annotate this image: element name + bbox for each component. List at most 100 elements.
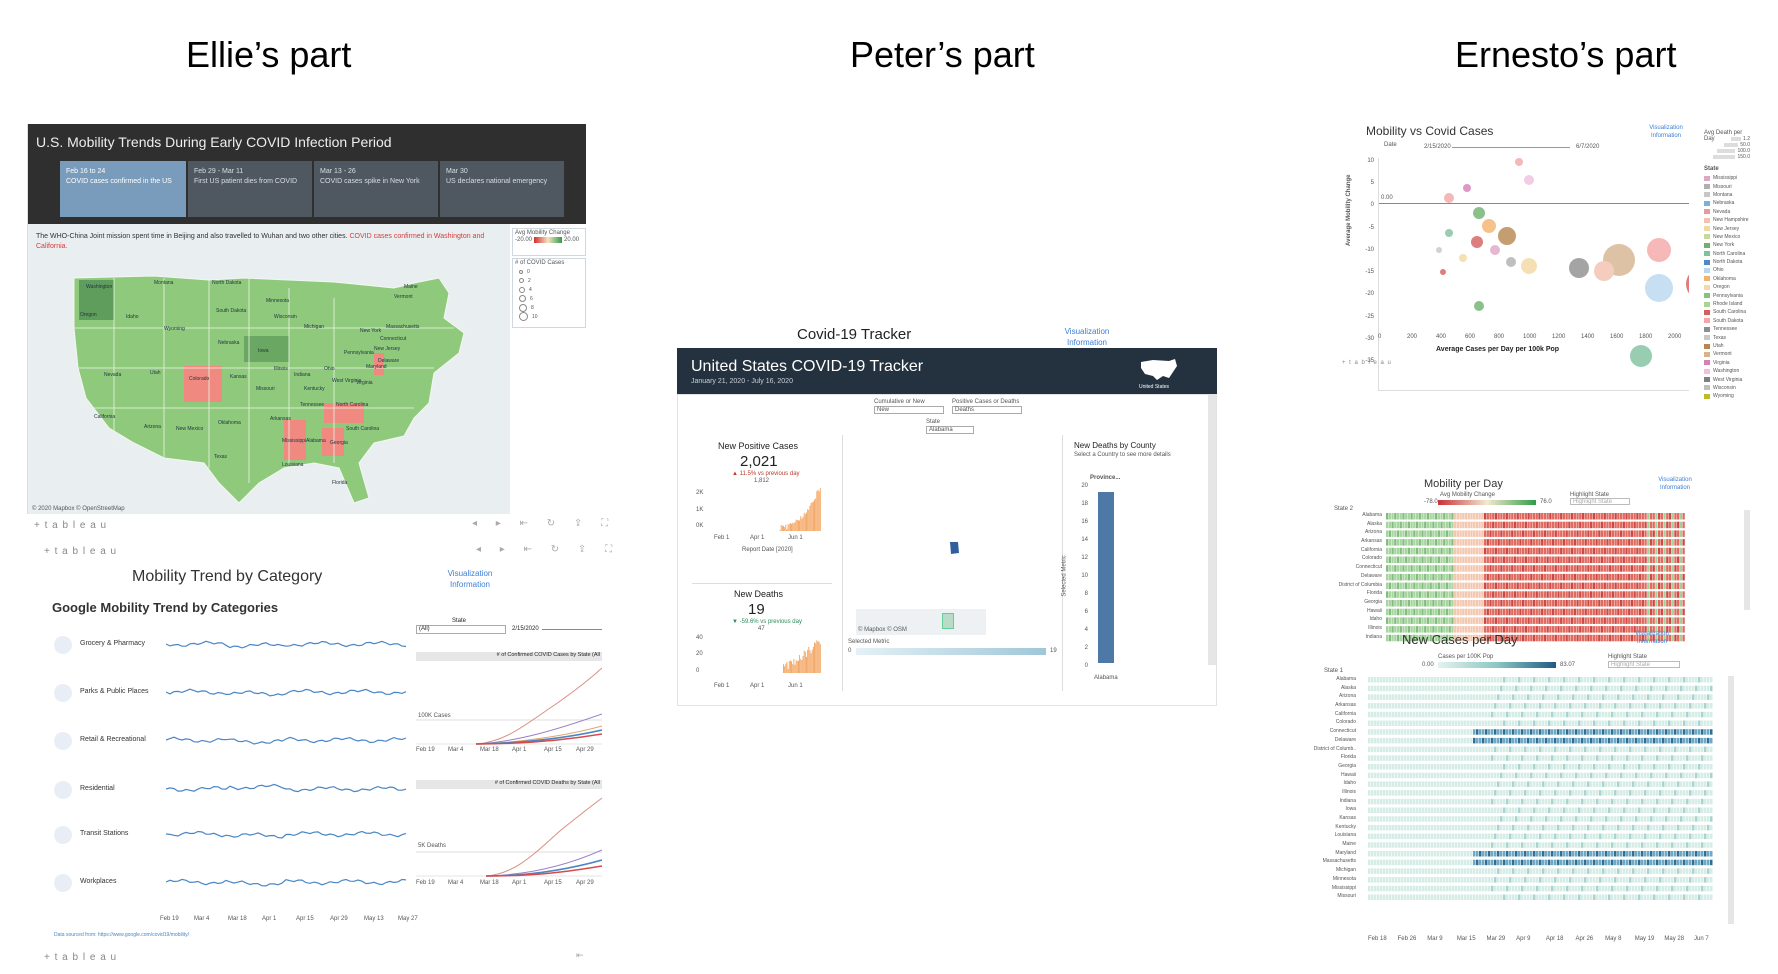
alabama-map-shape[interactable] [948,541,960,555]
heatmap-cell [1542,868,1545,874]
visualization-info-link[interactable]: Visualization Information [1626,630,1678,646]
heatmap-cell [1467,764,1470,770]
heatmap-cell [1614,738,1617,744]
tableau-footer-1[interactable]: + t a b l e a u [34,516,107,534]
state-legend-item[interactable]: Tennessee [1704,325,1754,333]
data-source-note[interactable]: Data sourced from: https://www.google.co… [54,932,189,938]
tableau-footer-scatter[interactable]: + t a b l e a u [1342,354,1392,372]
heatmap-cell [1599,686,1602,692]
heatmap-cell [1407,886,1410,892]
state-legend-item[interactable]: West Virginia [1704,375,1754,383]
state-legend-item[interactable]: North Dakota [1704,258,1754,266]
us-map[interactable]: WashingtonMontana North DakotaOregon Idaho… [34,258,506,508]
cases-heatmap-grid[interactable] [1368,676,1714,902]
heatmap-cell [1512,755,1515,761]
heatmap-cell [1386,790,1389,796]
tableau-toolbar-2[interactable]: ◂ ▸ ⇤ ↻ ⇪ ⛶ [476,544,620,555]
state-legend-item[interactable]: Wisconsin [1704,384,1754,392]
state-legend-item[interactable]: Mississippi [1704,174,1754,182]
state-legend-item[interactable]: Rhode Island [1704,300,1754,308]
heatmap-cell [1541,513,1543,520]
date-range-slider[interactable] [1452,147,1570,148]
heatmap-scrollbar[interactable] [1744,510,1750,610]
filter1-select[interactable]: New [874,406,944,414]
state-legend-item[interactable]: South Carolina [1704,308,1754,316]
state-legend-item[interactable]: North Carolina [1704,250,1754,258]
heatmap-cell [1574,548,1576,555]
state-legend-item[interactable]: South Dakota [1704,317,1754,325]
state-legend-item[interactable]: Wyoming [1704,392,1754,400]
scatter-plot-area[interactable]: 0.00 [1378,158,1689,391]
state-legend-item[interactable]: Vermont [1704,350,1754,358]
state-legend-item[interactable]: New York [1704,241,1754,249]
county-bar[interactable] [1098,492,1114,663]
heatmap-cell [1593,747,1596,753]
state-legend-item[interactable]: Washington [1704,367,1754,375]
tableau-toolbar-1[interactable]: ◂ ▸ ⇤ ↻ ⇪ ⛶ [472,518,616,529]
heatmap-cell [1503,557,1505,564]
heatmap-cell [1424,539,1426,546]
highlight-state-input[interactable]: Highlight State [1608,661,1680,668]
visualization-info-link[interactable]: Visualization Information [1057,326,1117,348]
timeline-step-1[interactable]: Feb 16 to 24 COVID cases confirmed in th… [60,161,186,217]
heatmap-cell [1623,747,1626,753]
state-legend-item[interactable]: Nebraska [1704,199,1754,207]
tracker-scrollbar[interactable] [1208,395,1216,665]
heatmap-cell [1593,729,1596,735]
heatmap-cell [1620,712,1623,718]
heatmap-cell [1635,764,1638,770]
heatmap-cell [1568,574,1570,581]
heatmap-cell [1701,842,1704,848]
state-filter-select[interactable]: Alabama [926,426,974,434]
timeline-step-2[interactable]: Feb 29 - Mar 11 First US patient dies fr… [188,161,312,217]
heatmap-cell [1623,609,1625,616]
state-legend-item[interactable]: Texas [1704,333,1754,341]
highlight-state-input[interactable]: Highlight State [1570,498,1630,505]
state-legend-item[interactable]: Virginia [1704,359,1754,367]
tableau-back-icon[interactable]: ⇤ [576,950,584,961]
heatmap-cell [1478,548,1480,555]
visualization-info-link[interactable]: Visualization Information [1650,476,1700,492]
state-legend-item[interactable]: Oregon [1704,283,1754,291]
state-legend-swatch [1704,335,1710,340]
state-legend-item[interactable]: Montana [1704,191,1754,199]
heatmap-cell [1514,600,1516,607]
heatmap-cell [1461,755,1464,761]
date-slider[interactable] [542,629,602,630]
state-legend-item[interactable]: Missouri [1704,182,1754,190]
x-tick: Mar 18 [228,916,247,922]
tableau-header-2[interactable]: + t a b l e a u [44,542,117,560]
heatmap-cell [1506,565,1508,572]
heatmap-cell [1434,729,1437,735]
heatmap-cell [1509,703,1512,709]
state-legend-item[interactable]: Utah [1704,342,1754,350]
state-legend-item[interactable]: Oklahoma [1704,275,1754,283]
heatmap-cell [1698,816,1701,822]
state-legend-item[interactable]: Ohio [1704,266,1754,274]
heatmap-cell [1545,755,1548,761]
heatmap-cell [1659,781,1662,787]
heatmap-cell [1455,816,1458,822]
visualization-info-link[interactable]: Visualization Information [1640,124,1692,140]
heatmap-cell [1377,842,1380,848]
filter2-select[interactable]: Deaths [952,406,1022,414]
state-legend-item[interactable]: Pennsylvania [1704,291,1754,299]
timeline-step-4[interactable]: Mar 30 US declares national emergency [440,161,564,217]
heatmap-cell [1704,781,1707,787]
heatmap-cell [1598,539,1600,546]
heatmap-cell [1374,790,1377,796]
state-legend-item[interactable]: New Mexico [1704,233,1754,241]
heatmap-cell [1698,747,1701,753]
state-legend-item[interactable]: New Hampshire [1704,216,1754,224]
mini-map[interactable]: © Mapbox © OSM [856,609,986,635]
timeline-step-3[interactable]: Mar 13 - 26 COVID cases spike in New Yor… [314,161,438,217]
tableau-footer-3[interactable]: + t a b l e a u [44,948,117,966]
state-legend-item[interactable]: New Jersey [1704,224,1754,232]
state-filter-select[interactable]: (All) [416,625,506,634]
heatmap-cell [1468,583,1470,590]
link-line-2: Information [1057,337,1117,348]
state-legend-item[interactable]: Nevada [1704,208,1754,216]
visualization-info-link[interactable]: Visualization Information [440,568,500,590]
heatmap-cell [1563,522,1565,529]
heatmap-cell [1432,513,1434,520]
